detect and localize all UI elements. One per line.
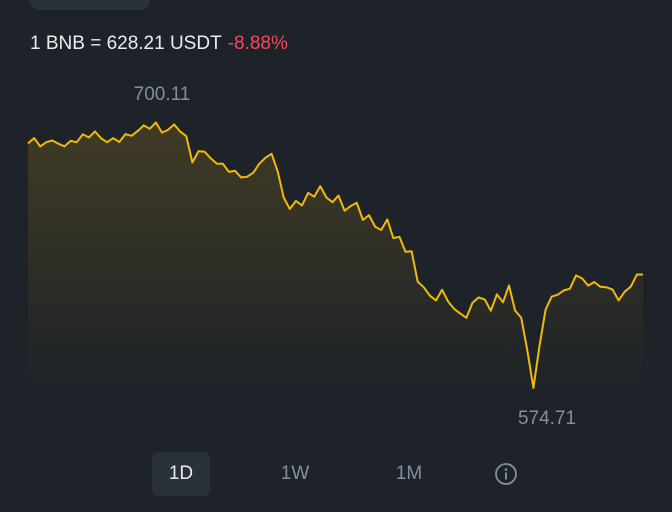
price-chart-svg: 700.11 574.71	[27, 84, 643, 429]
range-selector: 1D 1W 1M	[0, 452, 672, 496]
chart-series-line	[27, 121, 643, 389]
price-chart: 700.11 574.71	[0, 70, 672, 440]
info-icon[interactable]	[494, 462, 518, 486]
range-1w-button[interactable]: 1W	[280, 463, 310, 484]
range-1d-button[interactable]: 1D	[152, 452, 210, 496]
chart-area-fill	[28, 122, 643, 389]
price-summary: 1 BNB = 628.21 USDT -8.88%	[30, 33, 288, 55]
range-1m-button[interactable]: 1M	[395, 463, 423, 484]
top-tab-pill[interactable]	[30, 0, 150, 10]
chart-low-label: 574.71	[518, 408, 576, 429]
pair-price: 1 BNB = 628.21 USDT	[30, 33, 222, 54]
price-change: -8.88%	[227, 33, 288, 54]
chart-high-label: 700.11	[134, 84, 191, 105]
